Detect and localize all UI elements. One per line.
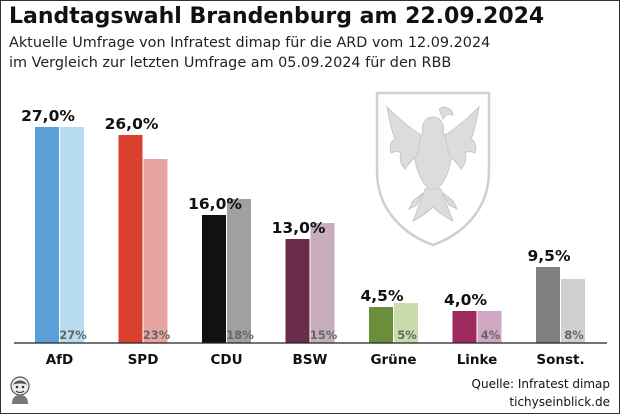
value-label-previous-grüne: 5% (397, 328, 417, 342)
category-label-linke: Linke (457, 352, 498, 368)
bar-current-sonst (536, 267, 560, 343)
category-label-grüne: Grüne (370, 352, 416, 368)
source-note: Quelle: Infratest dimap tichyseinblick.d… (472, 375, 610, 411)
bar-current-afd (35, 127, 59, 343)
subtitle-line-2: im Vergleich zur letzten Umfrage am 05.0… (9, 55, 452, 71)
value-label-previous-sonst: 8% (564, 328, 584, 342)
bar-previous-bsw (310, 223, 335, 343)
bar-previous-spd (143, 159, 168, 343)
bar-previous-grüne (394, 303, 418, 343)
value-label-previous-linke: 4% (481, 328, 501, 342)
value-label-previous-afd: 27% (59, 328, 87, 342)
value-label-current-bsw: 13,0% (272, 219, 326, 237)
value-label-current-cdu: 16,0% (188, 195, 242, 213)
category-label-spd: SPD (128, 352, 159, 368)
category-label-cdu: CDU (210, 352, 242, 368)
bar-previous-afd (60, 127, 84, 343)
value-label-current-linke: 4,0% (444, 291, 487, 309)
value-label-current-afd: 27,0% (21, 107, 75, 125)
brandenburg-eagle-crest-icon (375, 91, 491, 247)
tichys-einblick-logo-icon (10, 376, 30, 404)
bar-current-linke (452, 311, 477, 343)
value-label-previous-cdu: 18% (226, 328, 254, 342)
site-label: tichyseinblick.de (509, 395, 610, 409)
bar-current-grüne (369, 307, 393, 343)
category-label-bsw: BSW (293, 352, 328, 368)
category-label-sonst: Sonst. (536, 352, 584, 368)
value-label-current-sonst: 9,5% (528, 247, 571, 265)
value-label-current-spd: 26,0% (105, 115, 159, 133)
value-label-current-grüne: 4,5% (361, 287, 404, 305)
bar-current-bsw (285, 239, 310, 343)
source-label: Quelle: Infratest dimap (471, 377, 610, 391)
bar-previous-cdu (227, 199, 251, 343)
bar-current-cdu (202, 215, 226, 343)
category-label-afd: AfD (46, 352, 74, 368)
subtitle-line-1: Aktuelle Umfrage von Infratest dimap für… (9, 35, 491, 51)
value-label-previous-bsw: 15% (310, 328, 338, 342)
bar-previous-sonst (561, 279, 585, 343)
bar-current-spd (118, 135, 143, 343)
page-title: Landtagswahl Brandenburg am 22.09.2024 (9, 4, 545, 29)
bar-previous-linke (477, 311, 502, 343)
value-label-previous-spd: 23% (143, 328, 171, 342)
